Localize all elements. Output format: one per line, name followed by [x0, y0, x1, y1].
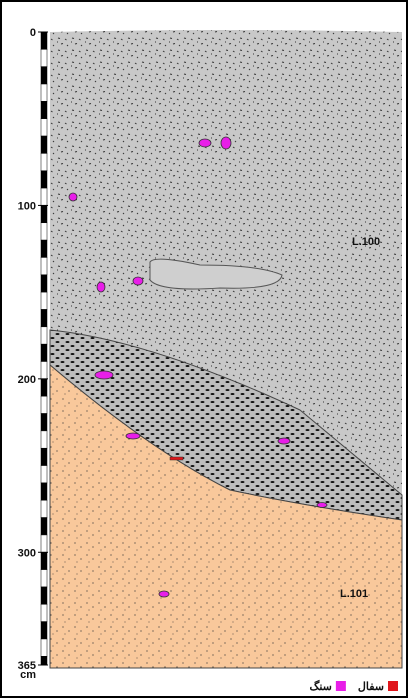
scale-segment: [40, 482, 48, 501]
scale-segment: [40, 517, 48, 536]
scale-segment: [40, 153, 48, 171]
scale-label: 100: [18, 200, 36, 212]
scale-segment: [40, 413, 48, 432]
layer-label: L.101: [340, 588, 368, 600]
scale-segment: [40, 621, 48, 640]
scale-segment: [40, 274, 48, 293]
scale-segment: [40, 49, 48, 67]
scale-segment: [40, 343, 48, 362]
scale-segment: [40, 395, 48, 414]
scale-segment: [40, 465, 48, 484]
scale-segment: [40, 135, 48, 154]
scale-segment: [40, 638, 48, 657]
legend-label: سفال: [358, 681, 384, 693]
scale-segment: [40, 499, 48, 518]
lens: [149, 258, 283, 290]
scale-segment: [40, 239, 48, 258]
legend-swatch: [388, 681, 398, 691]
scale-segment: [40, 569, 48, 588]
scale-label: 300: [18, 547, 36, 559]
scale-segment: [40, 170, 48, 189]
scale-segment: [40, 83, 48, 102]
scale-segment: [40, 187, 48, 206]
scale-segment: [40, 656, 48, 666]
scale-unit: cm: [20, 669, 36, 681]
legend: سفال سنگ: [309, 679, 398, 693]
scale-segment: [40, 361, 48, 380]
sherd: [169, 456, 184, 461]
scale-segment: [40, 326, 48, 345]
scale-segment: [40, 430, 48, 449]
scale-segment: [40, 604, 48, 622]
layer-101: [49, 363, 403, 669]
scale-segment: [40, 101, 48, 119]
scale-segment: [40, 205, 48, 224]
scale-label: 200: [18, 374, 36, 386]
scale-segment: [40, 378, 48, 397]
scale-segment: [40, 118, 48, 137]
scale-segment: [40, 552, 48, 570]
scale-segment: [40, 222, 48, 241]
scale-segment: [40, 291, 48, 310]
scale-label: 365: [18, 660, 36, 672]
scale-segment: [40, 257, 48, 276]
scale-segment: [40, 447, 48, 466]
layer-label: L.100: [352, 236, 380, 248]
scale-segment: [40, 31, 48, 50]
legend-label: سنگ: [309, 679, 331, 693]
legend-swatch: [335, 681, 346, 691]
scale-segment: [40, 66, 48, 85]
scale-segment: [40, 534, 48, 553]
scale-segment: [40, 586, 48, 605]
scale-segment: [40, 309, 48, 328]
scale-label: 0: [30, 27, 36, 39]
stones: [68, 136, 328, 598]
